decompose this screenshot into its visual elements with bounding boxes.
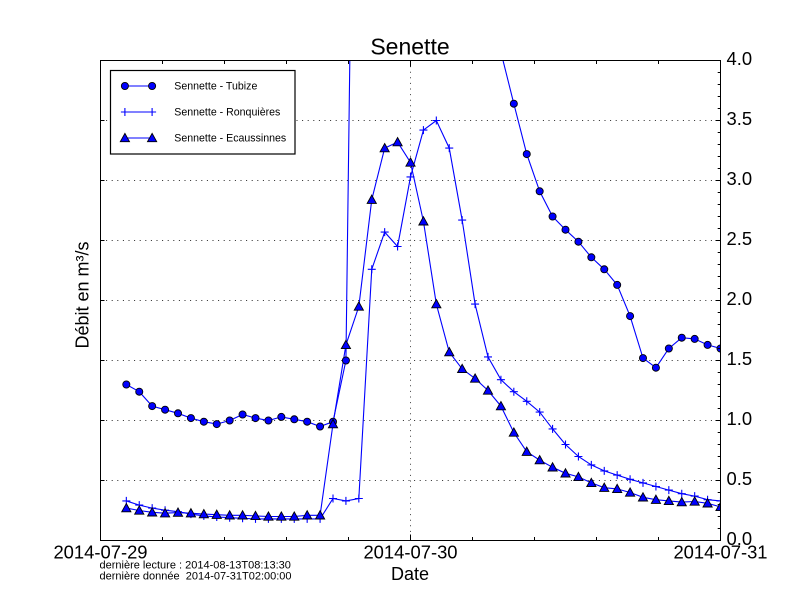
svg-text:4.0: 4.0 — [727, 48, 753, 69]
svg-text:2.0: 2.0 — [727, 288, 753, 309]
svg-text:dernière lecture : 2014-08-13T: dernière lecture : 2014-08-13T08:13:30 — [100, 559, 291, 571]
svg-text:2014-07-29: 2014-07-29 — [53, 542, 147, 563]
svg-text:1.0: 1.0 — [727, 408, 753, 429]
svg-text:Sennette - Ronquières: Sennette - Ronquières — [174, 107, 280, 119]
svg-text:Débit en m³/s: Débit en m³/s — [73, 241, 93, 348]
svg-text:0.0: 0.0 — [727, 528, 753, 549]
svg-text:Sennette - Tubize: Sennette - Tubize — [174, 81, 257, 93]
svg-text:2.5: 2.5 — [727, 228, 753, 249]
svg-text:Date: Date — [391, 564, 429, 584]
svg-text:Sennette - Ecaussinnes: Sennette - Ecaussinnes — [174, 133, 286, 145]
svg-text:dernière donnée 2014-07-31T02: dernière donnée 2014-07-31T02:00:00 — [100, 571, 292, 583]
svg-text:1.5: 1.5 — [727, 348, 753, 369]
svg-text:0.5: 0.5 — [727, 468, 753, 489]
svg-text:2014-07-30: 2014-07-30 — [363, 542, 457, 563]
svg-text:3.0: 3.0 — [727, 168, 753, 189]
svg-text:2014-07-31: 2014-07-31 — [673, 542, 767, 563]
svg-text:3.5: 3.5 — [727, 108, 753, 129]
svg-text:Senette: Senette — [370, 34, 449, 60]
